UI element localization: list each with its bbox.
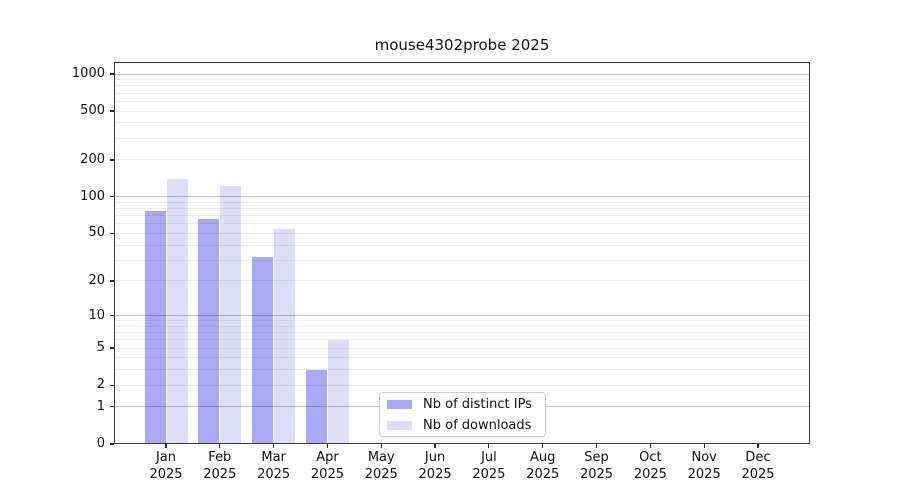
y-tick-mark <box>110 443 114 445</box>
x-tick-mark <box>165 444 167 448</box>
minor-gridline <box>114 332 810 334</box>
y-tick-label: 0 <box>96 436 105 451</box>
y-tick-label: 1 <box>96 398 105 414</box>
major-gridline <box>114 196 810 198</box>
minor-gridline <box>114 369 810 371</box>
minor-gridline <box>114 320 810 322</box>
x-tick-label: Nov 2025 <box>687 450 721 482</box>
y-tick-mark <box>110 159 114 161</box>
bar-apr-downloads <box>327 339 349 444</box>
y-tick-label: 2 <box>96 377 105 393</box>
minor-gridline <box>114 357 810 359</box>
legend-item-downloads: Nb of downloads <box>387 418 545 433</box>
y-tick-label: 50 <box>88 225 105 241</box>
x-tick-mark <box>757 444 759 448</box>
y-tick-mark <box>110 384 114 386</box>
minor-gridline <box>114 339 810 341</box>
minor-gridline <box>114 79 810 81</box>
y-tick-mark <box>110 232 114 235</box>
legend-swatch-distinct-ips <box>387 399 412 409</box>
y-tick-mark <box>110 314 114 317</box>
minor-gridline <box>114 159 810 161</box>
x-tick-label: Jun 2025 <box>418 450 452 482</box>
y-tick-mark <box>110 406 114 408</box>
x-tick-label: May 2025 <box>364 450 398 482</box>
y-tick-mark <box>110 110 114 112</box>
legend-label-distinct-ips: Nb of distinct IPs <box>423 396 532 412</box>
bar-feb-downloads <box>220 186 242 444</box>
x-tick-label: Oct 2025 <box>633 450 667 482</box>
x-tick-mark <box>326 444 329 448</box>
x-tick-mark <box>649 444 651 448</box>
y-tick-label: 200 <box>80 151 105 167</box>
minor-gridline <box>114 85 810 87</box>
bar-jan-downloads <box>166 179 188 444</box>
minor-gridline <box>114 201 810 203</box>
plot-border <box>114 62 810 444</box>
minor-gridline <box>114 384 810 386</box>
x-tick-label: Jan 2025 <box>149 450 183 482</box>
y-tick-label: 10 <box>88 307 105 323</box>
minor-gridline <box>114 232 810 234</box>
x-tick-label: Dec 2025 <box>741 450 775 482</box>
minor-gridline <box>114 280 810 282</box>
x-tick-mark <box>434 444 436 448</box>
x-tick-mark <box>273 444 275 448</box>
x-tick-mark <box>219 444 221 448</box>
legend-swatch-downloads <box>387 420 412 430</box>
bar-mar-downloads <box>274 229 296 444</box>
y-tick-label: 1000 <box>71 66 105 81</box>
x-tick-mark <box>595 444 598 448</box>
minor-gridline <box>114 223 810 225</box>
y-tick-label: 100 <box>80 188 105 204</box>
x-tick-label: Sep 2025 <box>579 450 614 482</box>
x-tick-label: Aug 2025 <box>526 450 560 482</box>
x-tick-label: Jul 2025 <box>472 450 506 482</box>
bar-feb-distinct-ips <box>198 218 220 444</box>
bar-mar-distinct-ips <box>252 256 274 444</box>
x-tick-label: Apr 2025 <box>310 450 344 482</box>
x-tick-mark <box>380 444 382 448</box>
y-tick-mark <box>110 347 114 349</box>
legend: Nb of distinct IPs Nb of downloads <box>379 392 546 437</box>
x-tick-label: Feb 2025 <box>203 450 237 482</box>
minor-gridline <box>114 215 810 217</box>
major-gridline <box>114 315 810 317</box>
major-gridline <box>114 73 810 75</box>
bar-apr-distinct-ips <box>305 369 327 444</box>
x-tick-label: Mar 2025 <box>257 450 291 482</box>
minor-gridline <box>114 347 810 349</box>
y-tick-mark <box>110 280 114 282</box>
x-tick-mark <box>488 444 490 448</box>
minor-gridline <box>114 244 810 246</box>
legend-label-downloads: Nb of downloads <box>423 417 532 433</box>
minor-gridline <box>114 259 810 261</box>
minor-gridline <box>114 92 810 94</box>
minor-gridline <box>114 110 810 112</box>
legend-item-distinct-ips: Nb of distinct IPs <box>387 397 545 412</box>
chart-title: mouse4302probe 2025 <box>374 36 550 54</box>
minor-gridline <box>114 122 810 124</box>
minor-gridline <box>114 100 810 102</box>
minor-gridline <box>114 137 810 139</box>
y-tick-mark <box>110 73 114 75</box>
x-tick-mark <box>703 444 705 448</box>
y-tick-mark <box>110 196 114 198</box>
y-tick-label: 20 <box>88 272 105 288</box>
x-tick-mark <box>542 444 544 448</box>
bar-jan-distinct-ips <box>144 210 166 444</box>
minor-gridline <box>114 208 810 210</box>
minor-gridline <box>114 325 810 327</box>
y-tick-label: 5 <box>96 340 105 356</box>
y-tick-label: 500 <box>80 103 105 119</box>
